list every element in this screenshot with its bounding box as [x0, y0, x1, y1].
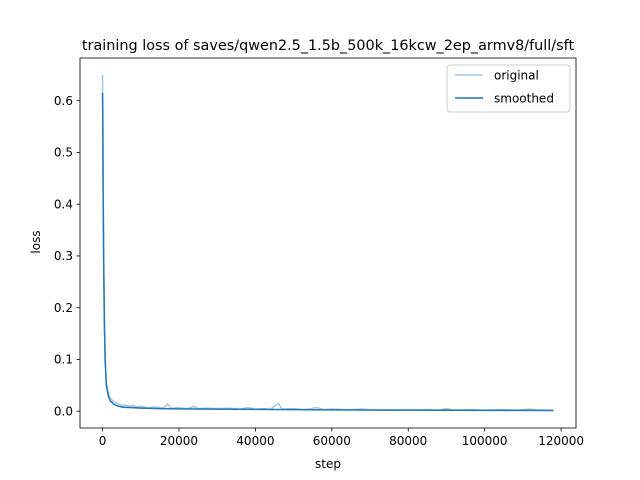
y-tick-label: 0.2	[54, 301, 73, 315]
legend: original smoothed	[446, 64, 571, 113]
axes-frame	[79, 57, 577, 429]
y-tick-label: 0.3	[54, 249, 73, 263]
series-layer	[101, 74, 554, 412]
y-tick-label: 0.5	[54, 146, 73, 160]
legend-box	[446, 64, 571, 113]
series-line-smoothed	[101, 92, 554, 412]
y-axis-label: loss	[29, 230, 43, 253]
chart-title: training loss of saves/qwen2.5_1.5b_500k…	[82, 38, 575, 54]
plot-area	[79, 57, 577, 429]
x-tick-label: 40000	[236, 434, 274, 448]
x-tick-label: 0	[99, 434, 107, 448]
x-tick-label: 20000	[160, 434, 198, 448]
y-tick-label: 0.6	[54, 94, 73, 108]
y-tick-label: 0.0	[54, 404, 73, 418]
legend-label-original: original	[494, 69, 539, 83]
x-tick-label: 100000	[462, 434, 508, 448]
x-tick-label: 80000	[389, 434, 427, 448]
y-axis-ticks: 0.0 0.1 0.2 0.3 0.4 0.5 0.6	[54, 94, 80, 418]
x-axis-ticks: 0 20000 40000 60000 80000 100000 120000	[99, 428, 584, 448]
y-tick-label: 0.4	[54, 197, 73, 211]
y-tick-label: 0.1	[54, 353, 73, 367]
legend-label-smoothed: smoothed	[494, 92, 554, 106]
x-tick-label: 120000	[538, 434, 584, 448]
x-axis-label: step	[315, 457, 341, 471]
x-tick-label: 60000	[313, 434, 351, 448]
